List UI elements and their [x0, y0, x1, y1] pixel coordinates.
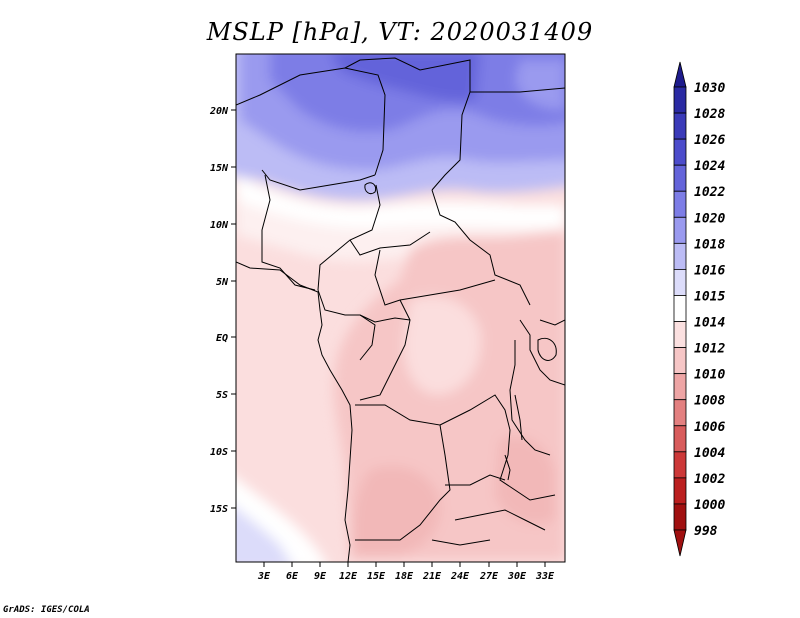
colorbar-segment — [673, 477, 687, 505]
lat-label: 5S — [216, 390, 228, 401]
pressure-field — [236, 54, 565, 562]
coastline — [236, 261, 353, 562]
country-borders — [236, 57, 565, 546]
lat-label: 15S — [210, 504, 228, 515]
colorbar-label: 1012 — [694, 342, 725, 357]
lon-label: 27E — [479, 571, 499, 582]
lat-label: 5N — [216, 277, 229, 288]
chart-title: MSLP [hPa], VT: 2020031409 — [206, 18, 594, 46]
map-frame — [235, 53, 566, 563]
colorbar-segment — [673, 269, 687, 296]
lon-label: 30E — [507, 571, 527, 582]
colorbar-label: 1020 — [694, 211, 725, 226]
colorbar-label: 1022 — [694, 185, 725, 200]
colorbar-segment — [673, 451, 687, 479]
colorbar-segment — [673, 242, 687, 270]
lat-label: 20N — [209, 106, 229, 117]
colorbar-label: 1006 — [694, 420, 725, 435]
colorbar-label: 1018 — [694, 237, 725, 252]
colorbar-segment — [673, 347, 687, 375]
lon-label: 15E — [367, 571, 386, 582]
lon-label: 33E — [535, 571, 555, 582]
colorbar-segment — [673, 164, 687, 192]
lat-label: 10N — [210, 220, 229, 231]
colorbar-top-arrow — [673, 61, 687, 88]
colorbar-label: 1016 — [694, 263, 725, 278]
lon-label: 21E — [422, 571, 442, 582]
lon-label: 9E — [314, 571, 327, 582]
lon-label: 18E — [395, 571, 414, 582]
axis-ticks — [231, 109, 546, 567]
lakes — [364, 182, 557, 481]
colorbar-segment — [673, 373, 687, 401]
colorbar-label: 1010 — [694, 368, 725, 383]
colorbar-label: 1026 — [694, 133, 725, 148]
colorbar-segment — [673, 425, 687, 453]
colorbar-label: 1004 — [694, 446, 725, 461]
colorbar-segment — [673, 321, 687, 348]
lon-label: 12E — [339, 571, 358, 582]
colorbar-segment — [673, 138, 687, 166]
colorbar-label: 998 — [694, 524, 718, 539]
colorbar-segment — [673, 399, 687, 427]
lon-label: 24E — [450, 571, 470, 582]
colorbar-bottom-arrow — [673, 529, 687, 557]
colorbar-segment — [673, 112, 687, 140]
colorbar-label: 1002 — [694, 472, 725, 487]
colorbar-segment — [673, 190, 687, 218]
lat-label: 10S — [210, 447, 228, 458]
colorbar-segment — [673, 295, 687, 322]
colorbar-label: 1028 — [694, 107, 725, 122]
colorbar-segment — [673, 216, 687, 244]
longitude-labels: 3E 6E 9E 12E 15E 18E 21E 24E 27E 30E 33E — [257, 571, 555, 582]
lat-label: EQ — [216, 333, 228, 344]
colorbar-label: 1015 — [694, 289, 725, 304]
grads-credit: GrADS: IGES/COLA — [3, 605, 90, 615]
colorbar-label: 1008 — [694, 394, 725, 409]
latitude-labels: 20N 15N 10N 5N EQ 5S 10S 15S — [209, 106, 229, 515]
lat-label: 15N — [210, 163, 229, 174]
colorbar: 1030 1028 1026 1024 1022 1020 1018 1016 1015 1014… — [673, 61, 725, 557]
lon-label: 3E — [257, 571, 271, 582]
colorbar-segment — [673, 503, 687, 531]
lon-label: 6E — [286, 571, 299, 582]
colorbar-label: 1030 — [694, 81, 725, 96]
colorbar-label: 1000 — [694, 498, 725, 513]
colorbar-label: 1014 — [694, 316, 725, 331]
colorbar-label: 1024 — [694, 159, 725, 174]
colorbar-segment — [673, 86, 687, 114]
